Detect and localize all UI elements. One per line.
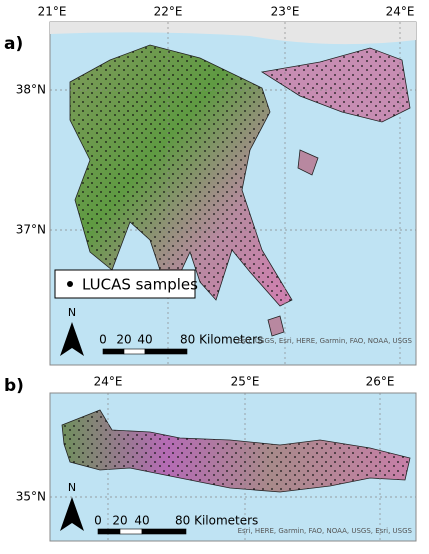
longitude-label: 22°E (154, 5, 183, 19)
attribution: Esri, HERE, Garmin, FAO, NOAA, USGS, Esr… (238, 527, 413, 535)
graticule (50, 22, 416, 365)
north-label: N (68, 481, 76, 494)
attribution: Esri, USGS, Esri, HERE, Garmin, FAO, NOA… (238, 337, 413, 345)
scale-bar (102, 348, 188, 355)
latitude-label: 38°N (16, 83, 46, 97)
longitude-label: 25°E (231, 375, 260, 389)
panel-label: b) (4, 376, 24, 396)
longitude-label: 23°E (271, 5, 300, 19)
scale-label: 20 (116, 333, 131, 347)
panel-label: a) (4, 34, 23, 54)
latitude-label: 37°N (16, 223, 46, 237)
land (69, 44, 411, 337)
legend-symbol (67, 281, 73, 287)
graticule (50, 393, 416, 541)
scale-label: 40 (137, 333, 152, 347)
longitude-label: 26°E (366, 375, 395, 389)
legend (54, 269, 196, 299)
scale-label: 80 Kilometers (175, 514, 258, 528)
scale-label: 0 (94, 514, 102, 528)
scale-label: 20 (112, 514, 127, 528)
scale-bar (97, 528, 187, 535)
legend-label: LUCAS samples (82, 276, 198, 294)
north-arrow (60, 322, 84, 356)
land (61, 409, 411, 493)
longitude-label: 21°E (38, 5, 67, 19)
north-label: N (68, 306, 76, 319)
north-arrow (60, 497, 84, 531)
scale-label: 0 (99, 333, 107, 347)
land-background (50, 22, 416, 45)
scale-label: 80 Kilometers (180, 333, 263, 347)
longitude-label: 24°E (386, 5, 415, 19)
scale-label: 40 (134, 514, 149, 528)
latitude-label: 35°N (16, 490, 46, 504)
longitude-label: 24°E (94, 375, 123, 389)
